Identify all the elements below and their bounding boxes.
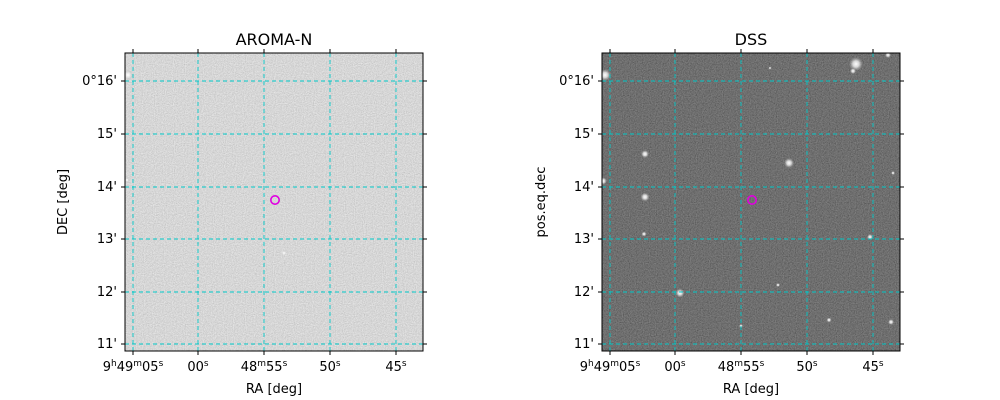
- star: [891, 171, 895, 175]
- star: [768, 66, 772, 70]
- ra-tick-label: 48m55s: [241, 359, 288, 375]
- x-axis-label: RA [deg]: [723, 382, 779, 397]
- star: [125, 70, 133, 80]
- x-axis-label: RA [deg]: [246, 382, 302, 397]
- star: [867, 234, 873, 240]
- dec-tick-label: 13': [97, 232, 117, 247]
- ra-tick-label: 00s: [187, 359, 209, 375]
- dec-tick-labels: 0°16' 15' 14' 13' 12' 11': [559, 74, 594, 352]
- star: [849, 57, 863, 71]
- dec-tick-label: 15': [574, 127, 594, 142]
- panel-title: DSS: [735, 30, 768, 49]
- star: [602, 69, 611, 81]
- aroma-image: [125, 53, 423, 351]
- dec-tick-label: 14': [97, 180, 117, 195]
- star: [826, 317, 832, 323]
- dec-tick-label: 12': [97, 285, 117, 300]
- ra-tick-labels: 9h49m05s 00s 48m55s 50s 45s: [103, 359, 407, 375]
- dec-tick-labels: 0°16' 15' 14' 13' 12' 11': [82, 74, 117, 352]
- ra-tick-label: 50s: [796, 359, 818, 375]
- ra-tick-label: 9h49m05s: [103, 359, 164, 375]
- tick-marks: [598, 49, 904, 355]
- dec-tick-label: 0°16': [559, 74, 594, 89]
- star: [641, 231, 647, 237]
- y-axis-label: DEC [deg]: [56, 169, 71, 235]
- star: [850, 68, 856, 74]
- dec-tick-label: 13': [574, 232, 594, 247]
- panel-aroma: AROMA-N: [56, 30, 427, 397]
- star: [675, 288, 685, 298]
- panel-title: AROMA-N: [236, 30, 313, 49]
- ra-tick-label: 48m55s: [718, 359, 765, 375]
- star: [888, 319, 894, 325]
- star: [125, 177, 130, 183]
- grid-lines: [125, 53, 423, 351]
- dec-tick-label: 0°16': [82, 74, 117, 89]
- ra-tick-label: 9h49m05s: [580, 359, 641, 375]
- ra-tick-label: 45s: [862, 359, 884, 375]
- ra-tick-label: 00s: [664, 359, 686, 375]
- ra-tick-label: 50s: [319, 359, 341, 375]
- y-axis-label: pos.eq.dec: [534, 167, 549, 238]
- dec-tick-label: 11': [97, 337, 117, 352]
- star: [640, 192, 650, 202]
- star: [885, 53, 891, 58]
- panel-dss: DSS: [534, 30, 904, 397]
- dss-image: [602, 53, 900, 351]
- star: [602, 177, 607, 185]
- tick-marks: [121, 49, 427, 355]
- aroma-coverage-region: [125, 53, 423, 351]
- target-marker: [746, 195, 757, 206]
- axes-frame: [601, 52, 901, 352]
- star: [776, 283, 780, 287]
- target-marker: [269, 195, 280, 206]
- dec-tick-label: 14': [574, 180, 594, 195]
- dec-tick-label: 12': [574, 285, 594, 300]
- ra-tick-label: 45s: [385, 359, 407, 375]
- ra-tick-labels: 9h49m05s 00s 48m55s 50s 45s: [580, 359, 884, 375]
- dec-tick-label: 11': [574, 337, 594, 352]
- dec-tick-label: 15': [97, 127, 117, 142]
- star: [282, 251, 286, 255]
- image-background: [602, 53, 900, 351]
- grid-lines: [602, 53, 900, 351]
- axes-frame: [124, 52, 424, 352]
- star: [784, 158, 794, 168]
- star: [641, 150, 649, 158]
